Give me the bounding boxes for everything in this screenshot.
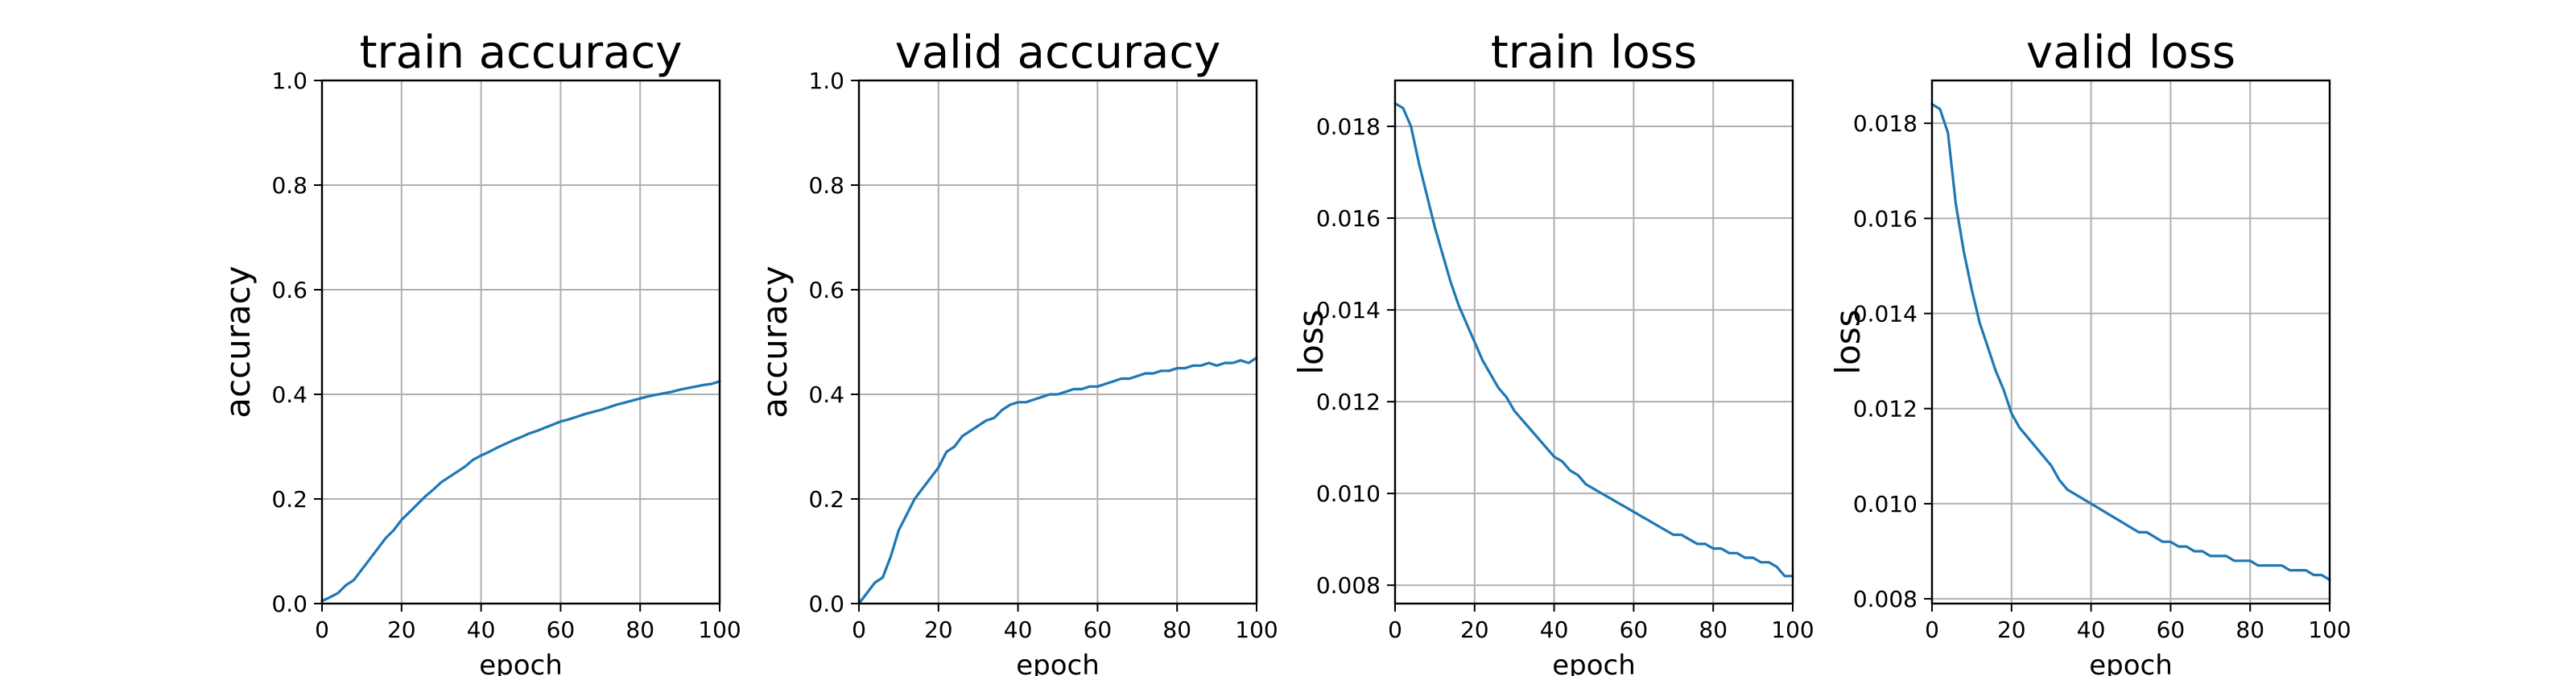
chart-4-xtick-label-3: 60 [2157, 616, 2186, 643]
chart-1-xtick-label-4: 80 [625, 616, 654, 643]
chart-3-xtick-label-1: 20 [1460, 616, 1489, 643]
chart-4-axes-frame [1930, 79, 2331, 605]
chart-1-ytick-label-5: 1.0 [271, 68, 308, 94]
chart-2-ytick-label-0: 0.0 [808, 591, 844, 617]
chart-4-xlabel: epoch [2089, 649, 2173, 676]
chart-1-xtick-label-3: 60 [547, 616, 576, 643]
chart-2-xtick-label-0: 0 [852, 616, 866, 643]
chart-1-panel: 0 20 40 60 80 100 0.0 0.2 0.4 0.6 0.8 1.0 train accu… [218, 27, 741, 676]
chart-3-ytick-label-0: 0.008 [1316, 572, 1381, 599]
chart-1-series-line-1 [320, 380, 721, 603]
chart-4-xtick-label-0: 0 [1925, 616, 1939, 643]
chart-3-title: train loss [1491, 27, 1697, 79]
chart-1-xtick-label-5: 100 [698, 616, 741, 643]
chart-1-ytick-label-0: 0.0 [271, 591, 308, 617]
chart-1-xtick-label-0: 0 [315, 616, 329, 643]
chart-1-xlabel: epoch [479, 649, 563, 676]
chart-4-series-line-1 [1930, 102, 2331, 582]
chart-2-xtick-label-3: 60 [1084, 616, 1113, 643]
chart-3-xtick-label-0: 0 [1388, 616, 1402, 643]
chart-3-ytick-label-3: 0.014 [1316, 297, 1381, 324]
chart-2-ylabel: accuracy [755, 266, 795, 418]
chart-2-ytick-label-5: 1.0 [808, 68, 844, 94]
chart-2-series-line-1 [857, 356, 1258, 605]
chart-4-ytick-label-1: 0.010 [1853, 491, 1918, 517]
chart-1-ylabel: accuracy [218, 266, 258, 418]
chart-3-xtick-label-2: 40 [1540, 616, 1569, 643]
chart-3-ylabel: loss [1291, 309, 1331, 374]
chart-1-xtick-label-1: 20 [387, 616, 416, 643]
chart-1-ytick-label-4: 0.8 [271, 172, 308, 199]
chart-2-xtick-label-1: 20 [924, 616, 953, 643]
chart-3-ytick-label-5: 0.018 [1316, 113, 1381, 140]
chart-3-xtick-label-5: 100 [1771, 616, 1814, 643]
chart-2-ytick-label-4: 0.8 [808, 172, 844, 199]
chart-4-ytick-label-5: 0.018 [1853, 110, 1918, 137]
chart-2-panel: 0 20 40 60 80 100 0.0 0.2 0.4 0.6 0.8 1.0 valid accu… [755, 27, 1278, 676]
chart-3-ytick-label-2: 0.012 [1316, 389, 1381, 415]
chart-2-axes-frame [857, 79, 1258, 605]
chart-4-ytick-label-2: 0.012 [1853, 396, 1918, 422]
chart-4-panel: 0 20 40 60 80 100 0.008 0.010 0.012 0.014 0.016 0.0… [1828, 27, 2351, 676]
chart-3-ytick-label-1: 0.010 [1316, 480, 1381, 507]
chart-1-ytick-label-3: 0.6 [271, 277, 308, 303]
chart-4-xtick-label-2: 40 [2077, 616, 2106, 643]
chart-4-xtick-label-1: 20 [1997, 616, 2026, 643]
chart-2-xtick-label-2: 40 [1004, 616, 1033, 643]
chart-2-xtick-label-5: 100 [1235, 616, 1278, 643]
chart-2-ytick-label-1: 0.2 [808, 486, 844, 513]
chart-4-title: valid loss [2026, 27, 2235, 79]
chart-2-xlabel: epoch [1016, 649, 1100, 676]
chart-3-series-line-1 [1393, 101, 1794, 578]
chart-3-axes-frame [1393, 79, 1794, 605]
chart-3-xlabel: epoch [1552, 649, 1636, 676]
chart-1-axes-frame [320, 79, 721, 605]
chart-3-xtick-label-4: 80 [1699, 616, 1728, 643]
chart-2-ytick-label-2: 0.4 [808, 381, 844, 408]
chart-2-xtick-label-4: 80 [1162, 616, 1191, 643]
chart-3-ytick-label-4: 0.016 [1316, 205, 1381, 232]
chart-4-ylabel: loss [1828, 309, 1868, 374]
chart-4-xtick-label-5: 100 [2308, 616, 2351, 643]
chart-2-title: valid accuracy [895, 27, 1221, 79]
chart-1-title: train accuracy [360, 27, 683, 79]
chart-1-xtick-label-2: 40 [467, 616, 496, 643]
chart-4-xtick-label-4: 80 [2235, 616, 2264, 643]
chart-4-ytick-label-0: 0.008 [1853, 586, 1918, 612]
chart-3-xtick-label-3: 60 [1620, 616, 1649, 643]
chart-4-ytick-label-4: 0.016 [1853, 205, 1918, 232]
chart-1-ytick-label-2: 0.4 [271, 381, 308, 408]
chart-3-panel: 0 20 40 60 80 100 0.008 0.010 0.012 0.014 0.016 0.0… [1291, 27, 1814, 676]
chart-2-ytick-label-3: 0.6 [808, 277, 844, 303]
chart-1-ytick-label-1: 0.2 [271, 486, 308, 513]
chart-4-ytick-label-3: 0.014 [1853, 301, 1918, 328]
